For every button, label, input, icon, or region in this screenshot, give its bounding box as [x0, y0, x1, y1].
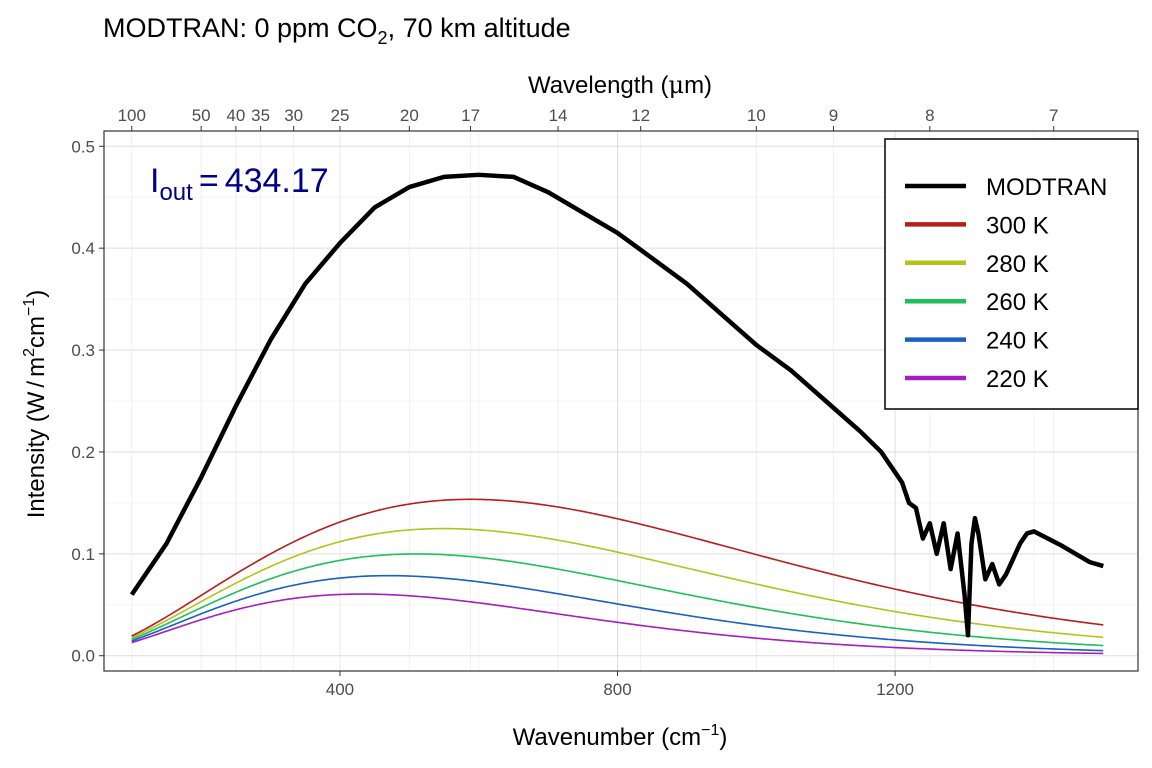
x-axis-title-sup: −1 — [701, 722, 719, 739]
top-tick-label: 30 — [284, 106, 303, 125]
x-tick-label: 1200 — [876, 680, 914, 699]
series-line-260-k — [131, 553, 1104, 647]
y-axis-title: Intensity (W / m2cm−1) — [21, 290, 50, 519]
top-axis-title: Wavelength (μm) — [528, 71, 712, 99]
iout-subscript: out — [159, 179, 193, 206]
iout-equals: = — [199, 162, 219, 200]
x-axis-title-main: Wavenumber (cm — [513, 724, 701, 751]
series-line-300-k — [131, 498, 1104, 637]
top-axis-title-end: m) — [684, 72, 712, 99]
y-tick-label: 0.1 — [71, 545, 95, 564]
top-tick-label: 35 — [251, 106, 270, 125]
top-tick-label: 8 — [925, 106, 934, 125]
x-tick-label: 400 — [326, 680, 354, 699]
y-tick-label: 0.5 — [71, 137, 95, 156]
chart-title-sub: 2 — [378, 28, 388, 48]
y-ticks: 0.0 0.1 0.2 0.3 0.4 0.5 — [71, 137, 104, 666]
x-axis-title: Wavenumber (cm−1) — [513, 722, 728, 751]
series-line-modtran — [129, 172, 1104, 638]
top-tick-label: 17 — [461, 106, 480, 125]
y-axis-title-end: ) — [23, 290, 50, 298]
y-axis-title-slash: / — [23, 381, 50, 388]
series-layer — [129, 172, 1104, 655]
iout-symbol: I — [150, 162, 159, 200]
legend: MODTRAN 300 K 280 K 260 K 240 K 220 K — [884, 138, 1139, 410]
x-axis-title-end: ) — [719, 724, 727, 751]
y-tick-label: 0.4 — [71, 239, 95, 258]
series-line-240-k — [131, 574, 1104, 652]
chart-title-rest: , 70 km altitude — [388, 13, 571, 43]
y-axis-title-cm-sup: −1 — [21, 298, 38, 316]
y-axis-title-cm: cm — [23, 316, 50, 348]
top-axis-title-main: Wavelength ( — [528, 72, 669, 99]
legend-label: 220 K — [986, 366, 1049, 393]
top-tick-label: 12 — [631, 106, 650, 125]
iout-value: 434.17 — [225, 162, 329, 200]
legend-label: 300 K — [986, 212, 1049, 239]
top-tick-label: 9 — [829, 106, 838, 125]
legend-label: 240 K — [986, 328, 1049, 355]
top-tick-label: 10 — [747, 106, 766, 125]
y-axis-title-m-sup: 2 — [21, 348, 38, 357]
y-tick-label: 0.2 — [71, 443, 95, 462]
x-tick-label: 800 — [603, 680, 631, 699]
legend-label: MODTRAN — [986, 174, 1107, 201]
y-axis-title-m: m — [23, 357, 50, 377]
top-tick-label: 7 — [1049, 106, 1058, 125]
top-tick-label: 50 — [192, 106, 211, 125]
top-axis-title-mu: μ — [668, 71, 684, 99]
top-ticks: 100 50 40 35 30 25 20 17 14 12 10 9 8 7 — [118, 106, 1058, 131]
y-tick-label: 0.0 — [71, 647, 95, 666]
top-tick-label: 100 — [118, 106, 146, 125]
top-tick-label: 14 — [549, 106, 568, 125]
x-ticks: 400 800 1200 — [326, 671, 914, 699]
top-tick-label: 40 — [226, 106, 245, 125]
legend-label: 280 K — [986, 251, 1049, 278]
legend-label: 260 K — [986, 289, 1049, 316]
y-axis-title-main: Intensity (W — [23, 391, 50, 518]
series-line-220-k — [131, 593, 1104, 655]
top-tick-label: 25 — [330, 106, 349, 125]
series-line-280-k — [131, 527, 1104, 639]
top-tick-label: 20 — [400, 106, 419, 125]
iout-annotation: Iout = 434.17 — [150, 162, 329, 206]
chart-title: MODTRAN: 0 ppm CO2, 70 km altitude — [103, 13, 571, 48]
y-tick-label: 0.3 — [71, 341, 95, 360]
chart-title-main: MODTRAN: 0 ppm CO — [103, 13, 378, 43]
